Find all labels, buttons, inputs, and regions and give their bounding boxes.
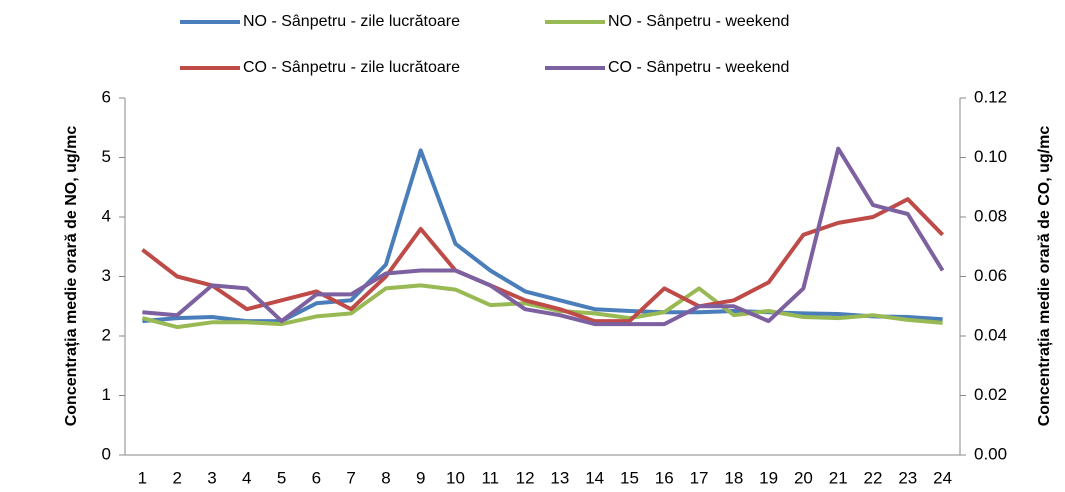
- x-tick-label: 4: [242, 468, 251, 487]
- x-tick-label: 14: [585, 468, 604, 487]
- y-tick-label: 6: [102, 87, 111, 106]
- x-tick-label: 1: [138, 468, 147, 487]
- x-tick-label: 21: [829, 468, 848, 487]
- x-tick-label: 3: [207, 468, 216, 487]
- x-tick-label: 5: [277, 468, 286, 487]
- x-tick-label: 9: [416, 468, 425, 487]
- y2-axis-title: Concentrația medie orară de CO, ug/mc: [1036, 126, 1053, 427]
- x-tick-label: 23: [898, 468, 917, 487]
- x-tick-label: 15: [620, 468, 639, 487]
- series-line: [142, 148, 943, 324]
- legend-label: NO - Sânpetru - weekend: [608, 13, 789, 30]
- y2-tick-label: 0.00: [974, 444, 1007, 463]
- series-line: [142, 146, 945, 327]
- x-tick-label: 20: [794, 468, 813, 487]
- y-tick-label: 5: [102, 147, 111, 166]
- y-tick-label: 3: [102, 266, 111, 285]
- y-tick-label: 4: [102, 206, 111, 225]
- x-tick-label: 16: [655, 468, 674, 487]
- y2-tick-label: 0.06: [974, 266, 1007, 285]
- x-tick-label: 24: [933, 468, 952, 487]
- legend-label: CO - Sânpetru - weekend: [608, 59, 789, 76]
- y-tick-label: 0: [102, 444, 111, 463]
- y-tick-label: 1: [102, 385, 111, 404]
- x-tick-label: 12: [516, 468, 535, 487]
- legend-label: CO - Sânpetru - zile lucrătoare: [243, 59, 460, 76]
- x-tick-label: 10: [446, 468, 465, 487]
- legend-label: NO - Sânpetru - zile lucrătoare: [243, 13, 460, 30]
- y2-tick-label: 0.12: [974, 87, 1007, 106]
- x-tick-label: 13: [550, 468, 569, 487]
- x-tick-label: 2: [172, 468, 181, 487]
- x-tick-label: 11: [481, 468, 499, 487]
- series-line: [141, 283, 943, 330]
- x-tick-label: 18: [724, 468, 743, 487]
- x-tick-label: 22: [864, 468, 883, 487]
- y-tick-label: 2: [102, 325, 111, 344]
- x-tick-label: 7: [346, 468, 355, 487]
- x-tick-label: 8: [381, 468, 390, 487]
- y2-tick-label: 0.02: [974, 385, 1007, 404]
- y2-tick-label: 0.08: [974, 206, 1007, 225]
- y2-tick-label: 0.10: [974, 147, 1007, 166]
- y-axis-title: Concentrația medie orară de NO, ug/mc: [63, 126, 80, 427]
- x-tick-label: 17: [690, 468, 709, 487]
- x-tick-label: 19: [759, 468, 778, 487]
- x-tick-label: 6: [312, 468, 321, 487]
- series-line: [141, 197, 945, 324]
- y2-tick-label: 0.04: [974, 325, 1007, 344]
